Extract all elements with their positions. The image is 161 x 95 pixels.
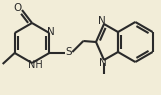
Text: NH: NH [28, 60, 42, 70]
Text: S: S [65, 47, 72, 57]
Text: O: O [14, 3, 22, 13]
Text: N: N [47, 27, 55, 37]
Text: N: N [99, 58, 107, 68]
Text: N: N [98, 16, 106, 26]
